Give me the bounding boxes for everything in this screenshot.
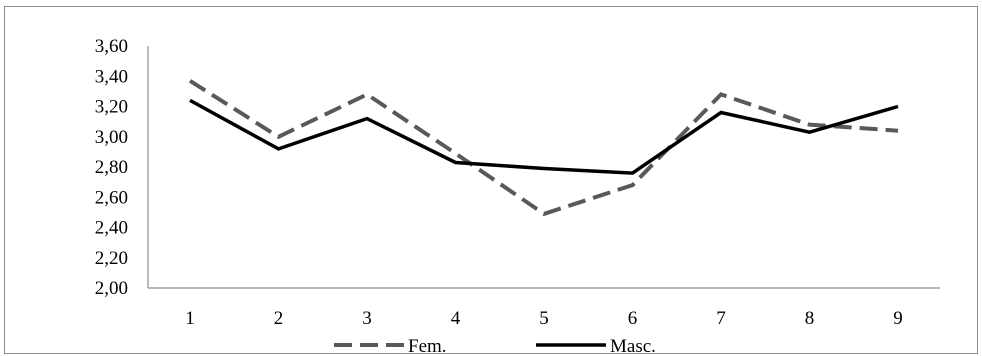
- y-tick-label: 3,20: [95, 97, 128, 118]
- x-tick-label: 8: [805, 308, 815, 329]
- y-tick-label: 2,00: [95, 278, 128, 299]
- y-tick-label: 2,80: [95, 157, 128, 178]
- x-tick-label: 9: [893, 308, 903, 329]
- x-tick-label: 2: [274, 308, 284, 329]
- x-tick-label: 6: [628, 308, 638, 329]
- y-tick-label: 2,60: [95, 187, 128, 208]
- y-tick-label: 3,60: [95, 36, 128, 57]
- axes: [147, 46, 940, 289]
- x-tick-label: 7: [716, 308, 726, 329]
- x-tick-label: 5: [539, 308, 549, 329]
- legend-label-fem: Fem.: [408, 336, 447, 356]
- series-line-masc: [189, 98, 899, 175]
- legend-label-masc: Masc.: [610, 336, 656, 356]
- x-tick-label: 3: [362, 308, 372, 329]
- legend: Fem. Masc.: [334, 336, 656, 356]
- y-axis-tick-labels: 2,00 2,20 2,40 2,60 2,80 3,00 3,20 3,40 3,60: [95, 36, 128, 299]
- y-tick-label: 3,40: [95, 66, 128, 87]
- y-tick-label: 3,00: [95, 127, 128, 148]
- x-tick-label: 4: [451, 308, 461, 329]
- x-tick-label: 1: [185, 308, 195, 329]
- series-lines: [188, 79, 899, 217]
- x-axis-tick-labels: 1 2 3 4 5 6 7 8 9: [185, 308, 903, 329]
- series-line-fem: [188, 79, 899, 217]
- y-tick-label: 2,40: [95, 218, 128, 239]
- y-tick-label: 2,20: [95, 248, 128, 269]
